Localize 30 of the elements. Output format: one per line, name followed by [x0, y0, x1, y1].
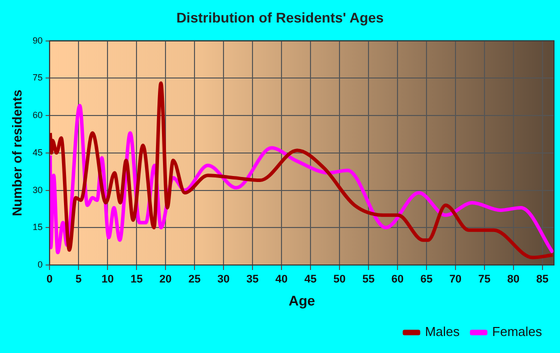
x-tick-label: 40 — [275, 274, 288, 286]
x-tick-label: 65 — [420, 274, 433, 286]
legend-label: Females — [492, 324, 542, 340]
x-tick-label: 75 — [478, 274, 491, 286]
chart-title: Distribution of Residents' Ages — [176, 9, 384, 26]
x-tick-label: 5 — [76, 274, 82, 286]
y-tick-label: 0 — [38, 259, 43, 270]
legend-label: Males — [424, 324, 460, 340]
x-tick-label: 85 — [536, 274, 549, 286]
y-tick-label: 75 — [32, 72, 43, 83]
x-tick-label: 55 — [362, 274, 375, 286]
y-tick-label: 60 — [32, 110, 43, 120]
x-tick-label: 45 — [304, 274, 317, 286]
x-tick-label: 10 — [101, 274, 114, 286]
y-tick-label: 15 — [32, 222, 43, 232]
y-tick-label: 45 — [32, 147, 43, 158]
y-tick-label: 30 — [32, 184, 43, 195]
x-tick-label: 15 — [130, 274, 143, 286]
x-tick-label: 70 — [449, 274, 462, 286]
x-tick-label: 35 — [246, 274, 259, 286]
x-tick-label: 50 — [333, 274, 346, 286]
x-tick-label: 30 — [217, 274, 230, 286]
x-tick-label: 60 — [391, 274, 404, 286]
x-tick-label: 25 — [188, 274, 201, 286]
x-axis-title: Age — [288, 292, 316, 308]
x-tick-label: 20 — [159, 274, 172, 286]
y-tick-label: 90 — [32, 35, 43, 46]
x-tick-label: 0 — [46, 274, 53, 286]
y-axis-title: Number of residents — [9, 90, 24, 216]
x-tick-label: 80 — [507, 274, 520, 286]
